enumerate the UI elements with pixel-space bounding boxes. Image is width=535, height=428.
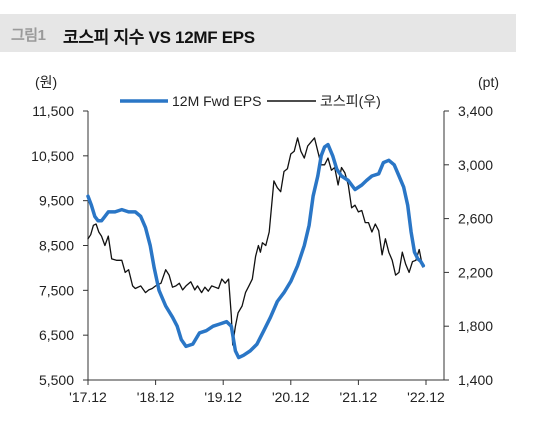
left-axis-unit: (원) [35, 74, 57, 90]
legend: 12M Fwd EPS 코스피(우) [120, 93, 381, 109]
left-axis-tick-label: 10,500 [31, 148, 74, 164]
left-axis-tick-label: 9,500 [39, 193, 74, 209]
figure-number: 그림1 [11, 27, 46, 44]
left-axis-tick-label: 11,500 [32, 103, 74, 119]
right-axis-tick-label: 1,800 [458, 318, 493, 334]
x-axis-tick-label: '19.12 [204, 389, 242, 405]
series-layer [86, 137, 426, 360]
right-axis-tick-label: 2,200 [458, 264, 493, 280]
legend-eps-label: 12M Fwd EPS [172, 93, 261, 109]
right-axis-tick-label: 2,600 [458, 211, 493, 227]
x-axis-tick-label: '18.12 [137, 389, 175, 405]
right-axis-unit: (pt) [478, 74, 499, 90]
left-axis-tick-label: 6,500 [39, 327, 74, 343]
eps-series-line [86, 142, 426, 360]
left-axis-tick-label: 8,500 [39, 238, 74, 254]
legend-kospi-label: 코스피(우) [320, 93, 381, 109]
x-axis-tick-label: '17.12 [69, 389, 107, 405]
right-axis-tick-label: 3,400 [458, 103, 493, 119]
x-axis-tick-label: '20.12 [272, 389, 310, 405]
kospi-series-line [87, 137, 424, 346]
x-axis-tick-label: '22.12 [407, 389, 445, 405]
left-axis-tick-label: 5,500 [39, 372, 74, 388]
left-axis-tick-label: 7,500 [39, 282, 74, 298]
right-axis-tick-label: 3,000 [458, 157, 493, 173]
figure-title: 코스피 지수 VS 12MF EPS [63, 28, 255, 47]
axes: 11,500 10,500 9,500 8,500 7,500 6,500 5,500 3,4… [31, 103, 493, 405]
x-axis-tick-label: '21.12 [340, 389, 378, 405]
figure-header: 그림1 코스피 지수 VS 12MF EPS [0, 14, 516, 52]
right-axis-tick-label: 1,400 [458, 372, 493, 388]
